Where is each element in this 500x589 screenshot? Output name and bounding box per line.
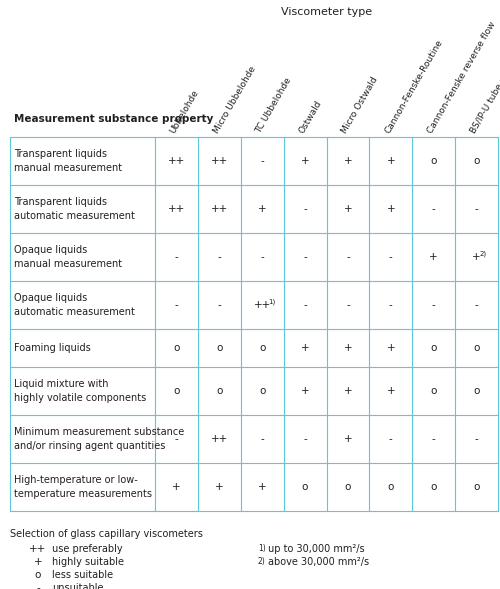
Text: ++: ++ [168,156,185,166]
Text: +: + [301,386,310,396]
Text: o: o [474,343,480,353]
Text: +: + [344,204,352,214]
Text: ++: ++ [210,156,228,166]
Text: BS/IP-U tube reverse flow: BS/IP-U tube reverse flow [469,31,500,135]
Text: -: - [432,434,436,444]
Text: 2): 2) [480,251,486,257]
Text: o: o [174,343,180,353]
Text: +: + [430,252,438,262]
Text: -: - [474,434,478,444]
Text: Transparent liquids
automatic measurement: Transparent liquids automatic measuremen… [14,197,135,221]
Text: up to 30,000 mm²/s: up to 30,000 mm²/s [268,544,364,554]
Text: o: o [216,386,222,396]
Text: less suitable: less suitable [52,570,113,580]
Text: Foaming liquids: Foaming liquids [14,343,91,353]
Text: -: - [260,434,264,444]
Text: o: o [430,482,437,492]
Text: -: - [346,252,350,262]
Text: -: - [474,300,478,310]
Text: Opaque liquids
automatic measurement: Opaque liquids automatic measurement [14,293,135,317]
Text: Measurement substance property: Measurement substance property [14,114,213,124]
Text: -: - [174,434,178,444]
Text: Micro Ostwald: Micro Ostwald [340,75,380,135]
Text: +: + [301,156,310,166]
Text: o: o [302,482,308,492]
Text: Micro Ubbelohde: Micro Ubbelohde [212,65,258,135]
Text: Minimum measurement substance
and/or rinsing agent quantities: Minimum measurement substance and/or rin… [14,428,184,451]
Text: Ostwald: Ostwald [298,99,324,135]
Text: -: - [303,252,307,262]
Text: Transparent liquids
manual measurement: Transparent liquids manual measurement [14,150,122,173]
Text: -: - [260,156,264,166]
Text: -: - [260,252,264,262]
Text: use preferably: use preferably [52,544,122,554]
Text: -: - [218,300,221,310]
Text: o: o [430,156,437,166]
Text: ++: ++ [210,434,228,444]
Text: -: - [389,434,392,444]
Text: ++: ++ [210,204,228,214]
Text: -: - [389,252,392,262]
Text: o: o [474,482,480,492]
Text: -: - [432,204,436,214]
Text: o: o [174,386,180,396]
Text: above 30,000 mm²/s: above 30,000 mm²/s [268,557,369,567]
Text: +: + [386,156,395,166]
Text: ++: ++ [168,204,185,214]
Text: +: + [344,434,352,444]
Text: Ubbelohde: Ubbelohde [168,88,201,135]
Text: o: o [216,343,222,353]
Text: 2): 2) [258,557,266,566]
Text: +: + [386,204,395,214]
Text: TC Ubbelohde: TC Ubbelohde [254,76,294,135]
Text: -: - [432,300,436,310]
Text: o: o [474,156,480,166]
Text: o: o [430,386,437,396]
Text: 1): 1) [268,299,275,305]
Text: ++: ++ [254,300,271,310]
Text: +: + [258,482,266,492]
Text: +: + [34,557,42,567]
Text: Viscometer type: Viscometer type [281,7,372,17]
Text: -: - [389,300,392,310]
Text: -: - [474,204,478,214]
Text: Liquid mixture with
highly volatile components: Liquid mixture with highly volatile comp… [14,379,146,403]
Text: +: + [344,156,352,166]
Text: o: o [430,343,437,353]
Text: o: o [259,386,266,396]
Text: unsuitable: unsuitable [52,583,104,589]
Text: +: + [472,252,481,262]
Text: -: - [303,300,307,310]
Text: highly suitable: highly suitable [52,557,124,567]
Text: o: o [35,570,41,580]
Text: ++: ++ [30,544,46,554]
Text: o: o [388,482,394,492]
Text: +: + [215,482,224,492]
Text: 1): 1) [258,544,266,553]
Text: +: + [386,386,395,396]
Text: High-temperature or low-
temperature measurements: High-temperature or low- temperature mea… [14,475,152,499]
Text: +: + [172,482,181,492]
Text: -: - [303,204,307,214]
Text: o: o [345,482,351,492]
Text: o: o [259,343,266,353]
Text: Opaque liquids
manual measurement: Opaque liquids manual measurement [14,246,122,269]
Text: +: + [301,343,310,353]
Text: -: - [174,300,178,310]
Text: -: - [303,434,307,444]
Text: -: - [174,252,178,262]
Text: +: + [344,386,352,396]
Text: -: - [218,252,221,262]
Text: -: - [36,583,40,589]
Text: +: + [386,343,395,353]
Text: o: o [474,386,480,396]
Text: -: - [346,300,350,310]
Text: Cannon-Fenske-Routine: Cannon-Fenske-Routine [383,38,444,135]
Text: Cannon-Fenske reverse flow: Cannon-Fenske reverse flow [426,20,498,135]
Text: +: + [258,204,266,214]
Text: Selection of glass capillary viscometers: Selection of glass capillary viscometers [10,529,203,539]
Text: +: + [344,343,352,353]
